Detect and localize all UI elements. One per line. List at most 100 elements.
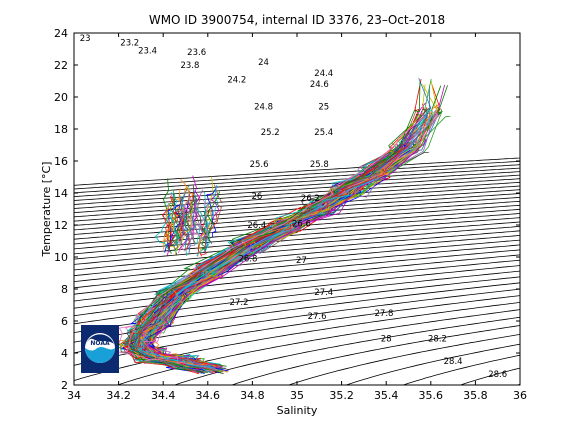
density-contour [74,239,520,283]
density-contour [74,270,520,325]
x-tick-label: 36 [513,389,527,402]
density-contour [287,333,520,385]
profile-line [124,111,425,368]
x-tick-label: 35.6 [419,389,444,402]
contour-label: 26 [251,192,262,202]
density-contour [74,193,520,226]
density-contour [74,259,520,309]
y-tick-label: 6 [61,315,68,328]
density-contour [74,221,520,260]
density-contour-labels: 23 23.223.4 23.6 23.8 24 24.2 24.424.6 24.8 25 25… [80,34,507,380]
density-contour [74,301,520,382]
chart-title: WMO ID 3900754, internal ID 3376, 23–Oct… [149,13,445,27]
contour-label: 24.2 [227,75,246,85]
x-tick-label: 35.8 [463,389,488,402]
contour-label: 25.4 [314,128,333,138]
x-tick-label: 35.2 [329,389,354,402]
density-contour [74,174,520,205]
y-tick-label: 2 [61,379,68,392]
density-contour [74,217,520,255]
profile-line [133,114,422,374]
profile-line [137,178,380,369]
density-contour [116,309,520,385]
contour-label: 24.6 [310,80,329,90]
contour-label: 25 [318,103,329,113]
y-tick-label: 8 [61,283,68,296]
x-axis: 34 34.2 34.4 34.6 34.8 35 35.2 35.4 35.6 35.8 36 [67,33,527,402]
contour-label: 26.2 [301,194,320,204]
x-tick-label: 35 [290,389,304,402]
y-tick-label: 4 [61,347,68,360]
profile-line [144,138,427,369]
y-tick-label: 14 [54,187,68,200]
density-contour [74,244,520,289]
y-tick-label: 16 [54,155,68,168]
x-tick-label: 34.6 [196,389,221,402]
density-contour [74,265,520,317]
contour-label: 27.4 [314,288,333,298]
density-contour [74,254,520,302]
contour-label: 28.2 [428,335,447,345]
logo-text: NOAA [90,340,110,347]
density-contour [74,171,520,201]
contour-label: 25.6 [250,160,269,170]
profile-lines [116,77,451,375]
x-tick-label: 35.4 [374,389,399,402]
contour-label: 26.4 [247,221,266,231]
density-contour [74,185,520,218]
density-contour [74,234,520,277]
density-contour [74,249,520,295]
profile-line [127,142,398,369]
density-contour [74,181,520,214]
x-tick-label: 34.8 [240,389,265,402]
y-tick-label: 12 [54,219,68,232]
density-contour [344,343,520,385]
contour-label: 23.4 [138,47,157,57]
contour-label: 27.6 [308,312,327,322]
density-contour [74,160,520,190]
y-tick-label: 20 [54,91,68,104]
y-tick-label: 18 [54,123,68,136]
density-contour [74,167,520,198]
x-axis-label: Salinity [277,404,318,417]
contour-label: 24 [258,58,269,68]
density-contour [230,325,520,385]
profile-line [141,137,417,372]
contour-label: 27 [296,256,307,266]
y-tick-label: 10 [54,251,68,264]
noaa-logo: NOAA [81,325,119,373]
contour-label: 25.2 [261,128,280,138]
density-contour [74,295,520,366]
x-tick-label: 34.4 [151,389,176,402]
density-contour [507,400,538,423]
contour-label: 23 [80,34,91,44]
contour-label: 26.8 [238,255,257,265]
contour-label: 27.8 [375,309,394,319]
contour-label: 27.2 [230,298,249,308]
density-contour [74,230,520,271]
x-tick-label: 34.2 [106,389,131,402]
density-contours [74,157,538,423]
contour-label: 23.8 [180,61,199,71]
density-contour [459,367,520,385]
contour-label: 24.4 [314,69,333,79]
y-tick-label: 22 [54,59,68,72]
contour-label: 25.8 [310,160,329,170]
density-contour [402,354,520,385]
contour-label: 28.6 [488,370,507,380]
y-tick-label: 24 [54,27,68,40]
density-contour [173,316,520,385]
density-contour [74,164,520,194]
contour-label: 23.2 [120,39,139,49]
y-axis-label: Temperature [°C] [40,162,53,258]
density-contour [74,196,520,231]
contour-label: 28 [381,335,392,345]
density-contour [74,178,520,209]
contour-label: 26.6 [292,219,311,229]
density-contour [74,189,520,222]
contour-label: 23.6 [187,48,206,58]
contour-label: 24.8 [254,103,273,113]
contour-label: 28.4 [444,357,463,367]
